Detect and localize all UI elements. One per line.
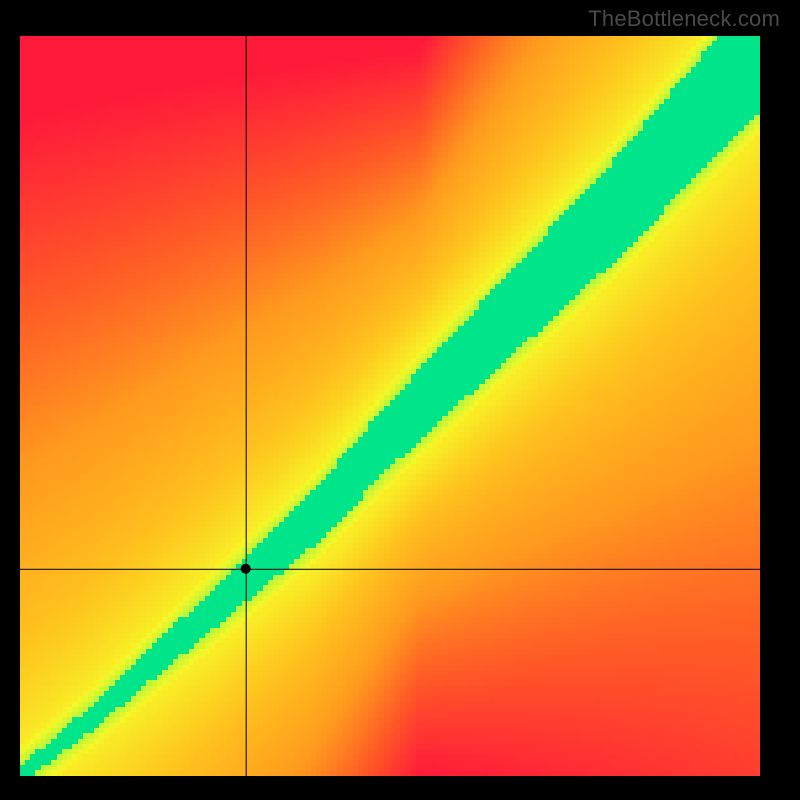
watermark-text: TheBottleneck.com: [588, 6, 780, 32]
chart-container: TheBottleneck.com: [0, 0, 800, 800]
bottleneck-heatmap: [20, 36, 760, 776]
